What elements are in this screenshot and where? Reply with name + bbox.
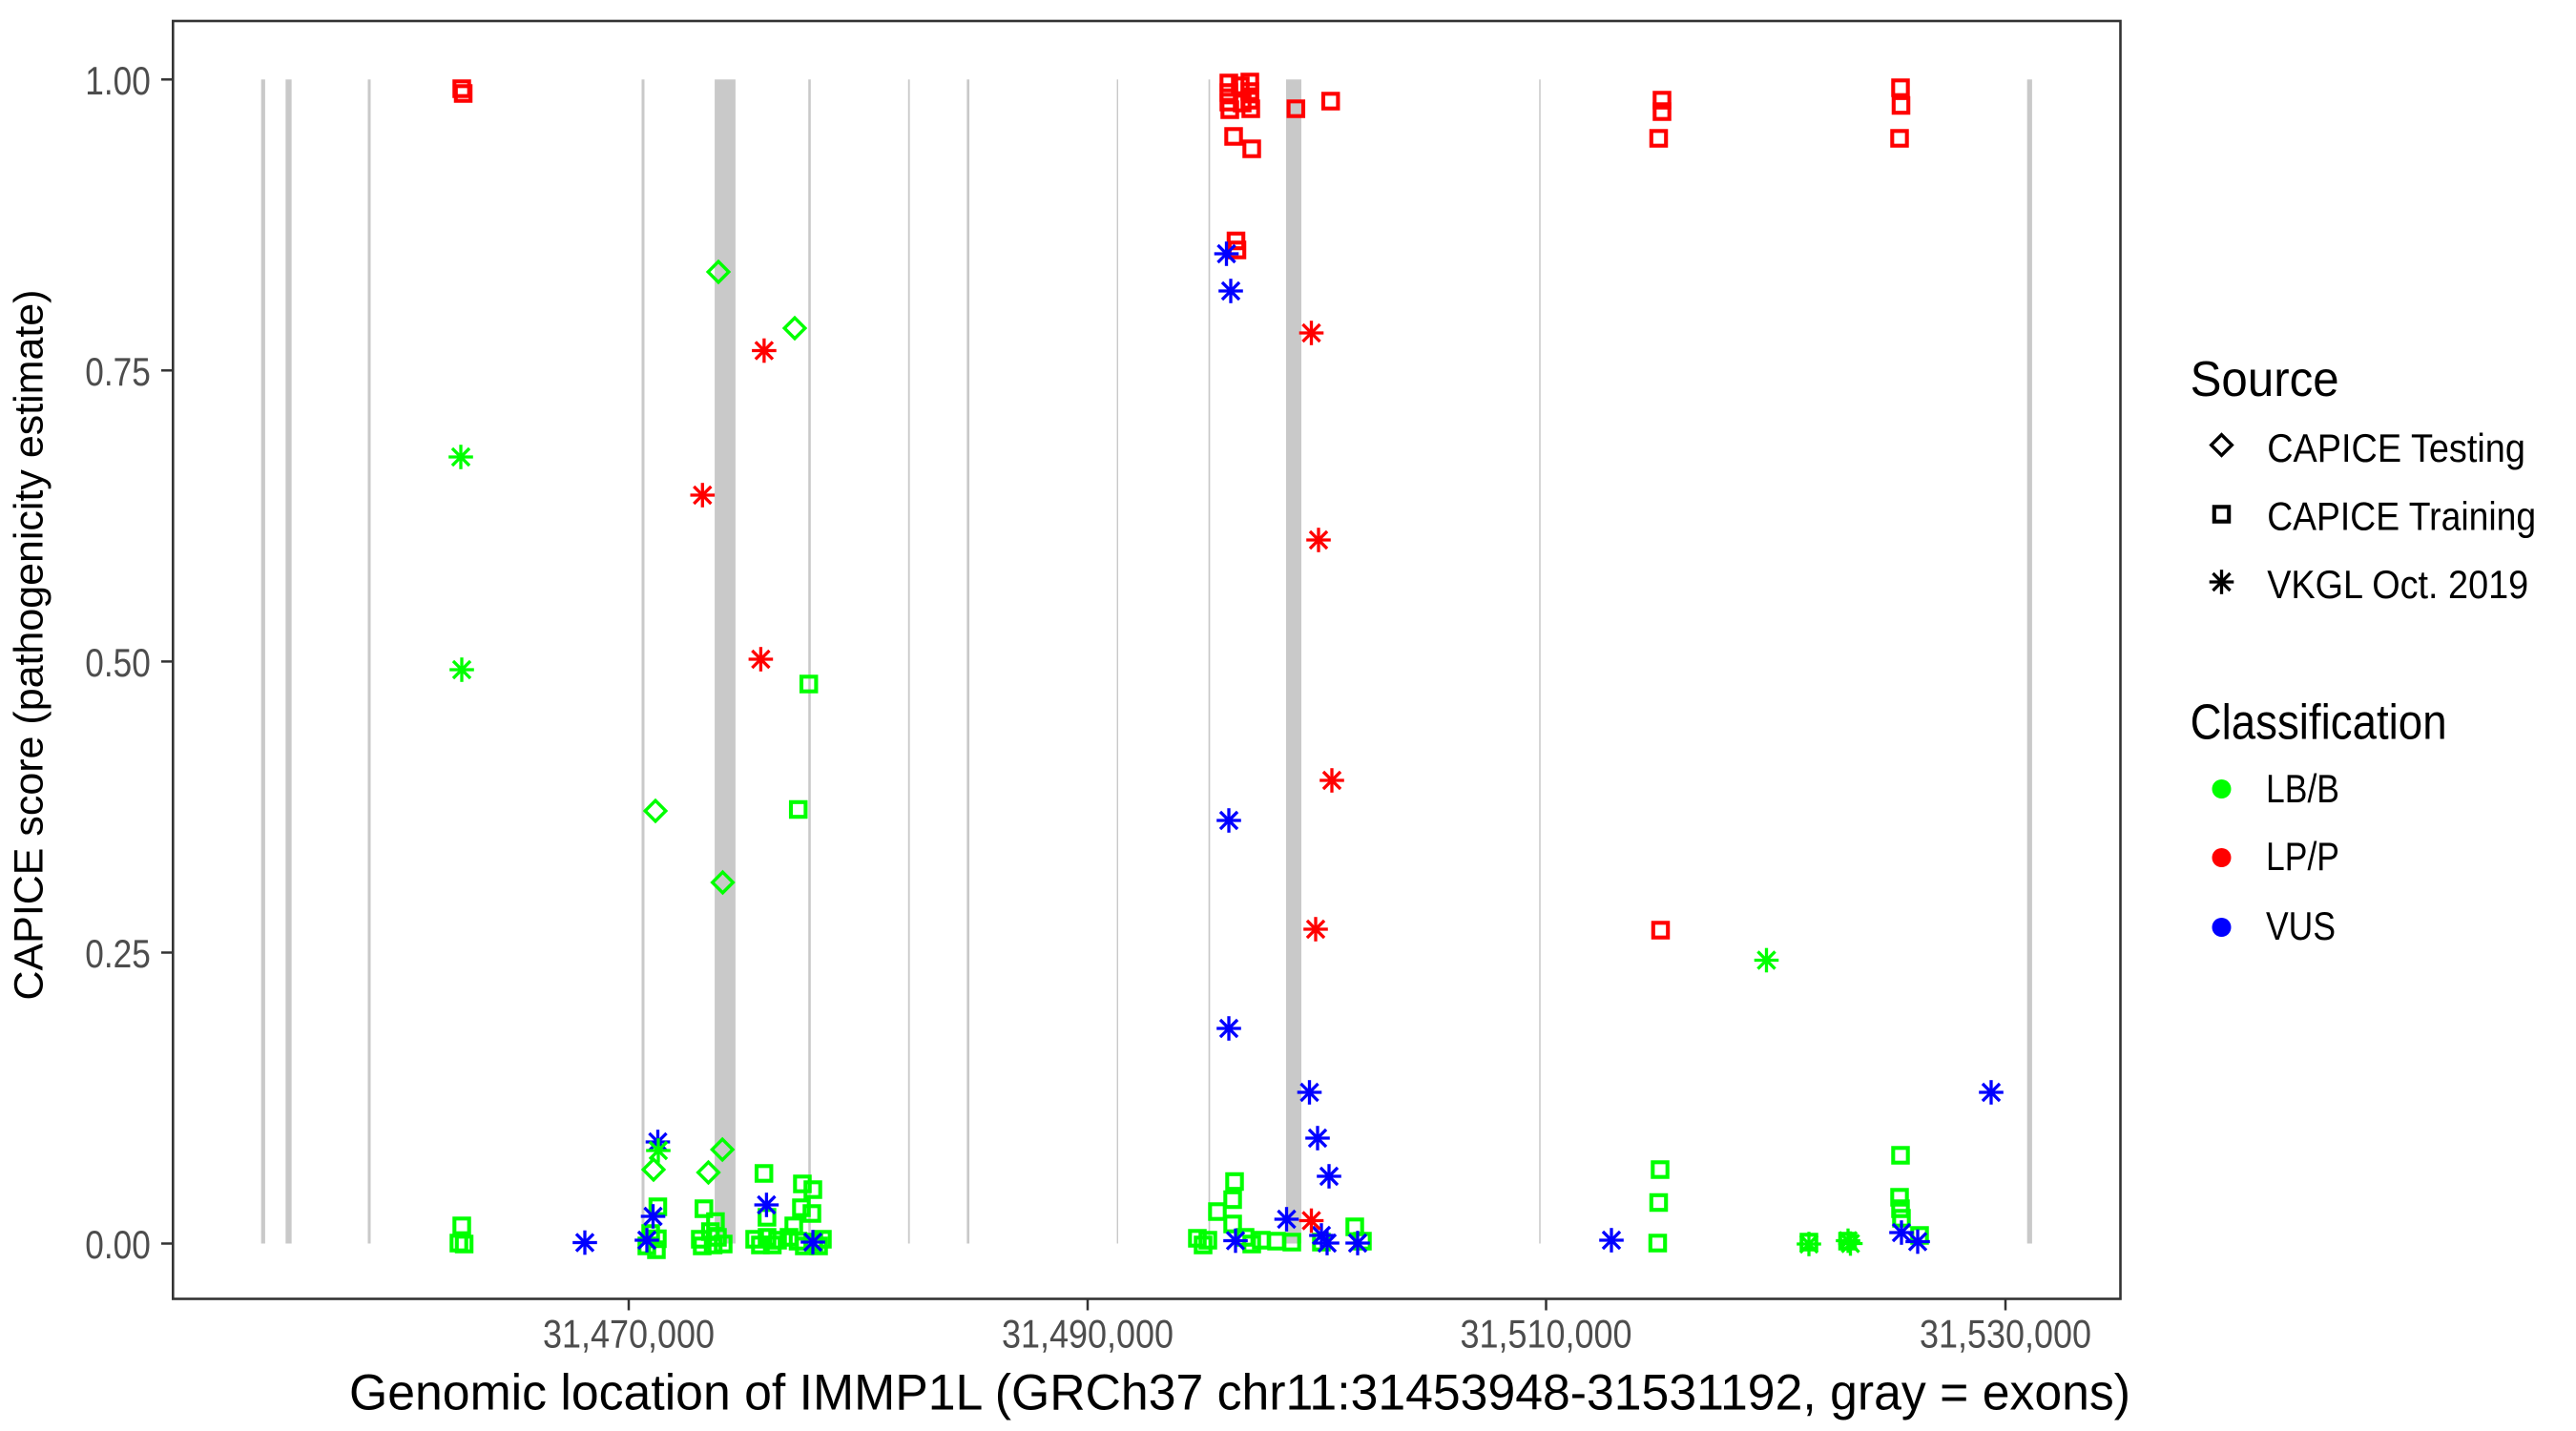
svg-text:0.50: 0.50 bbox=[85, 640, 151, 685]
svg-text:31,490,000: 31,490,000 bbox=[1002, 1312, 1174, 1357]
svg-text:VUS: VUS bbox=[2266, 903, 2336, 948]
svg-text:31,530,000: 31,530,000 bbox=[1920, 1312, 2091, 1357]
svg-text:CAPICE Training: CAPICE Training bbox=[2267, 493, 2536, 538]
svg-text:Classification: Classification bbox=[2191, 695, 2447, 751]
svg-text:LB/B: LB/B bbox=[2266, 766, 2339, 811]
svg-text:31,470,000: 31,470,000 bbox=[543, 1312, 715, 1357]
svg-text:Source: Source bbox=[2191, 352, 2339, 407]
svg-text:CAPICE Testing: CAPICE Testing bbox=[2267, 425, 2525, 470]
svg-text:0.25: 0.25 bbox=[85, 931, 151, 976]
svg-text:Genomic location of IMMP1L (GR: Genomic location of IMMP1L (GRCh37 chr11… bbox=[349, 1365, 2130, 1421]
svg-text:LP/P: LP/P bbox=[2266, 834, 2339, 879]
svg-text:0.75: 0.75 bbox=[85, 349, 151, 394]
svg-text:VKGL Oct. 2019: VKGL Oct. 2019 bbox=[2267, 562, 2528, 607]
svg-text:1.00: 1.00 bbox=[85, 58, 151, 103]
svg-text:CAPICE score (pathogenicity es: CAPICE score (pathogenicity estimate) bbox=[7, 290, 52, 1001]
svg-text:0.00: 0.00 bbox=[85, 1222, 151, 1267]
svg-text:31,510,000: 31,510,000 bbox=[1461, 1312, 1632, 1357]
